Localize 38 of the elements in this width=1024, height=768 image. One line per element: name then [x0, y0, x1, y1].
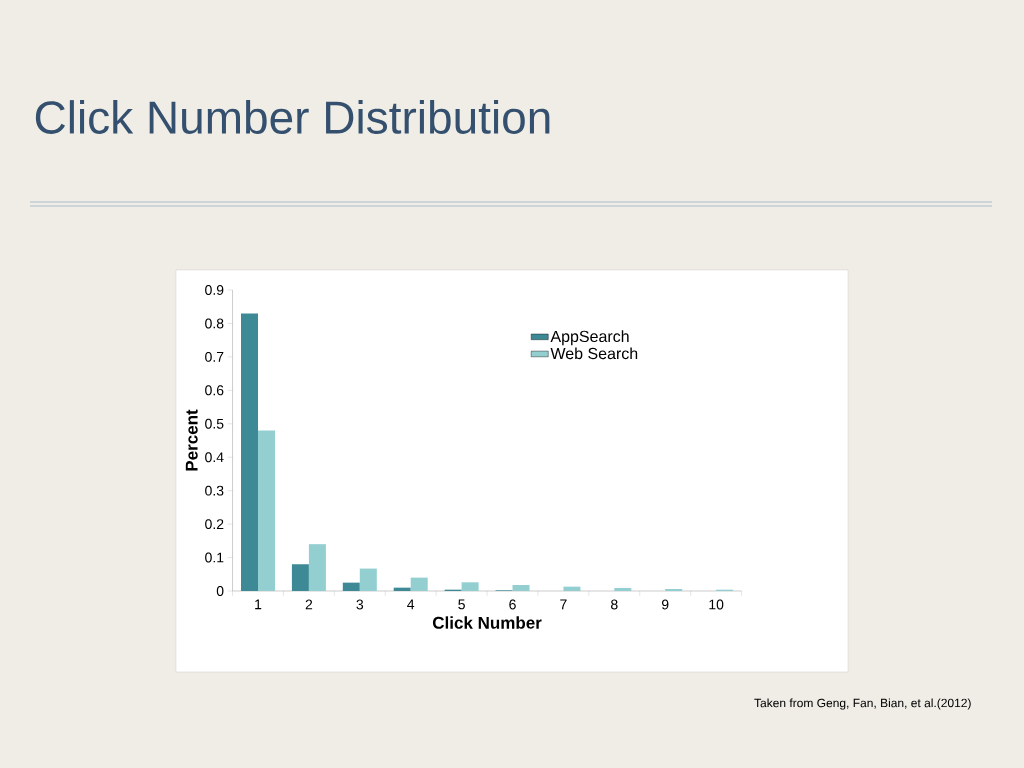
y-axis-title: Percent — [185, 409, 198, 471]
bar — [614, 587, 632, 591]
x-tick-label: 9 — [661, 599, 669, 610]
bar — [410, 577, 428, 591]
bar — [512, 584, 530, 591]
y-tick-label: 0.7 — [205, 351, 224, 362]
x-tick-label: 3 — [356, 599, 364, 610]
x-tick-label: 6 — [509, 599, 516, 610]
y-tick-label: 0.2 — [205, 519, 224, 530]
y-tick-label: 0.9 — [205, 285, 224, 295]
bar — [241, 313, 258, 591]
bar — [461, 582, 479, 591]
text: Taken from Geng, Fan, Bian, et al.(2012) — [754, 698, 971, 710]
legend-label: AppSearch — [550, 330, 629, 346]
chart-title: Click Number Distribution — [35, 100, 550, 134]
bar — [258, 430, 276, 591]
x-tick-label: 4 — [407, 599, 415, 610]
y-tick-label: 0.5 — [205, 418, 224, 429]
y-tick-label: 0.1 — [205, 552, 224, 563]
legend-label: Web Search — [550, 347, 638, 360]
y-tick-label: 0.4 — [205, 452, 224, 463]
bar — [308, 544, 326, 591]
x-tick-label: 5 — [458, 599, 465, 610]
x-tick-label: 10 — [709, 599, 724, 610]
x-tick-label: 7 — [560, 599, 567, 610]
y-tick-label: 0.3 — [205, 485, 224, 496]
bar — [359, 568, 377, 591]
bar — [291, 564, 309, 591]
bar — [665, 588, 683, 591]
bar — [342, 582, 360, 591]
x-tick-label: 2 — [305, 599, 313, 610]
bar — [563, 586, 581, 591]
x-axis-title: Click Number — [432, 616, 542, 629]
y-tick-label: 0.8 — [205, 318, 224, 329]
x-tick-label: 1 — [255, 599, 262, 610]
y-tick-label: 0 — [216, 586, 224, 596]
x-tick-label: 8 — [611, 599, 618, 610]
y-tick-label: 0.6 — [205, 385, 224, 396]
